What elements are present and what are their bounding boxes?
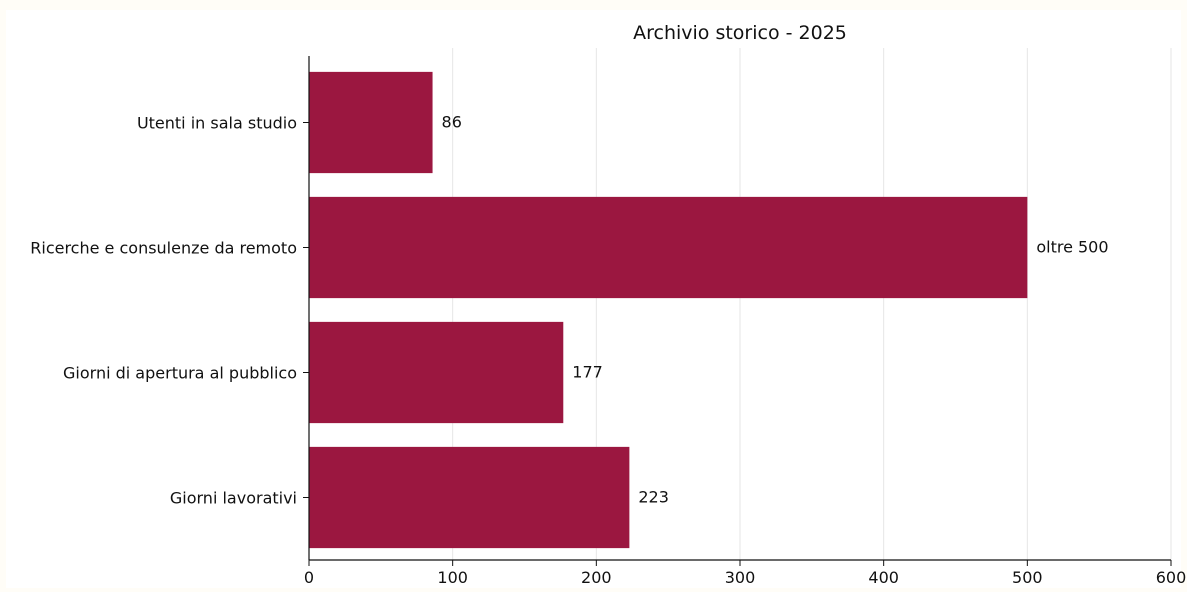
data-label: 86 xyxy=(442,113,462,132)
bar xyxy=(309,71,433,174)
category-label: Ricerche e consulenze da remoto xyxy=(30,239,297,258)
bars xyxy=(309,71,1028,549)
chart-title: Archivio storico - 2025 xyxy=(633,22,847,44)
grid xyxy=(452,48,1172,560)
x-tick-label: 500 xyxy=(1012,568,1043,587)
bar xyxy=(309,321,564,424)
labels: 0 100 200 300 400 500 600 Utenti in sala studio… xyxy=(30,113,1186,588)
category-label: Giorni di apertura al pubblico xyxy=(63,364,297,383)
x-tick-label: 400 xyxy=(868,568,899,587)
data-label: oltre 500 xyxy=(1036,238,1108,257)
bar xyxy=(309,196,1028,299)
category-label: Utenti in sala studio xyxy=(137,114,297,133)
bar xyxy=(309,446,630,549)
x-tick-label: 300 xyxy=(725,568,756,587)
x-tick-label: 0 xyxy=(304,568,314,587)
x-tick-label: 100 xyxy=(437,568,468,587)
data-label: 223 xyxy=(638,488,669,507)
x-tick-label: 200 xyxy=(581,568,612,587)
x-tick-label: 600 xyxy=(1156,568,1187,587)
category-label: Giorni lavorativi xyxy=(170,489,297,508)
data-label: 177 xyxy=(572,363,603,382)
axes xyxy=(303,56,1172,566)
